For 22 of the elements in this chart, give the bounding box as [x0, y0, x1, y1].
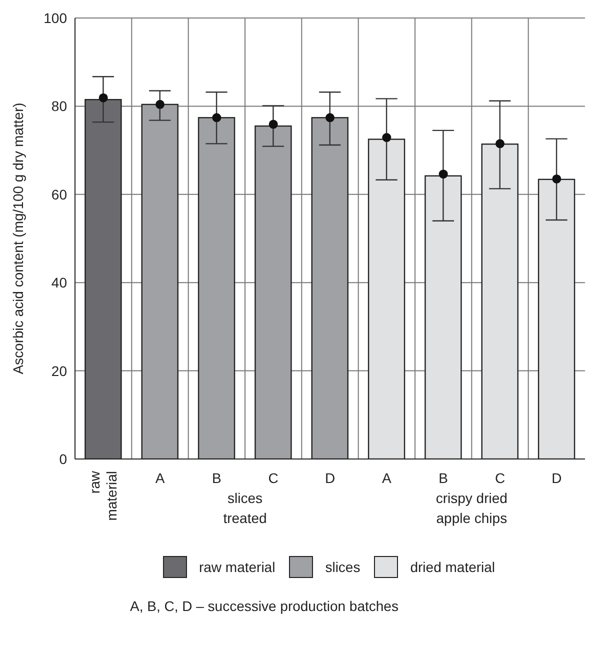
- x-tick-label: B: [438, 470, 448, 486]
- x-tick-label: D: [324, 470, 336, 486]
- legend-label: raw material: [198, 559, 276, 575]
- x-tick-label: B: [212, 470, 222, 486]
- x-tick-label: raw material: [86, 470, 120, 521]
- y-tick-label: 80: [51, 98, 68, 114]
- x-tick-label: C: [268, 470, 278, 486]
- y-tick-label: 40: [51, 274, 68, 291]
- text: crispy dried apple chips: [436, 490, 508, 526]
- x-tick-label: A: [155, 470, 166, 486]
- legend-label: dried material: [410, 559, 496, 575]
- text: slices treated: [223, 490, 267, 526]
- x-tick-label: A: [382, 470, 392, 486]
- y-tick-label: 100: [44, 10, 68, 26]
- x-tick-label: C: [494, 470, 506, 486]
- y-tick-label: 0: [59, 450, 68, 467]
- y-axis-title: Ascorbic acid content (mg/100 g dry matter): [10, 102, 26, 374]
- y-tick-label: 20: [51, 362, 68, 379]
- text: A, B, C, D – successive production batches: [130, 598, 400, 614]
- x-tick-label: D: [552, 470, 562, 486]
- y-tick-label: 60: [51, 186, 68, 202]
- legend-label: slices: [325, 559, 360, 575]
